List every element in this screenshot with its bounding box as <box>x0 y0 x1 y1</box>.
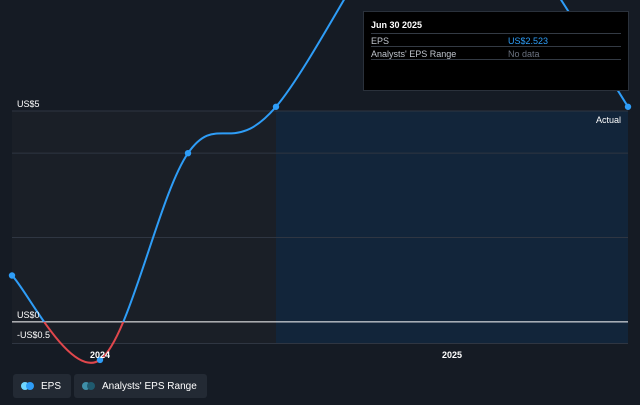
y-tick-label-2: -US$0.5 <box>17 330 50 340</box>
eps-point-2[interactable] <box>184 149 192 157</box>
eps-line-negative <box>43 321 125 364</box>
legend-range-label: Analysts' EPS Range <box>102 380 197 392</box>
eps-point-0[interactable] <box>8 272 16 279</box>
forecast-region <box>276 111 628 343</box>
range-swatch-icon <box>82 382 96 390</box>
eps-points <box>8 103 632 364</box>
tooltip-eps-label: EPS <box>371 36 390 46</box>
eps-point-6[interactable] <box>624 103 632 110</box>
x-tick-label-1: 2025 <box>442 350 462 360</box>
gridlines <box>12 110 628 344</box>
tooltip-panel: Jun 30 2025 EPS US$2.523 Analysts' EPS R… <box>363 11 629 91</box>
x-tick-label-0: 2024 <box>90 350 110 360</box>
region-label-actual: Actual <box>596 115 621 125</box>
y-tick-label-0: US$5 <box>17 99 40 109</box>
eps-point-1[interactable] <box>96 356 104 364</box>
tooltip-row-divider <box>371 59 621 72</box>
eps-point-3[interactable] <box>272 103 280 110</box>
tooltip-eps-value: US$2.523 <box>508 36 549 46</box>
eps-line <box>11 0 629 322</box>
past-region <box>12 111 276 343</box>
legend-item-analyst-range[interactable]: Analysts' EPS Range <box>74 374 207 398</box>
eps-swatch-icon <box>21 382 35 390</box>
legend-eps-label: EPS <box>41 380 62 392</box>
tooltip-range-label: Analysts' EPS Range <box>371 49 457 59</box>
eps-series <box>11 0 629 364</box>
x-axis-labels: 2024 2025 <box>90 350 462 360</box>
y-tick-label-1: US$0 <box>17 310 40 320</box>
tooltip-date: Jun 30 2025 <box>371 20 423 30</box>
legend-item-eps[interactable]: EPS <box>13 374 72 398</box>
y-axis-labels: US$5 US$0 -US$0.5 <box>17 99 50 340</box>
chart-legend: EPS Analysts' EPS Range <box>13 374 207 398</box>
tooltip-range-value: No data <box>508 49 540 59</box>
tooltip-row-range: Analysts' EPS Range No data <box>371 46 621 59</box>
tooltip-row-eps: EPS US$2.523 <box>371 33 621 46</box>
